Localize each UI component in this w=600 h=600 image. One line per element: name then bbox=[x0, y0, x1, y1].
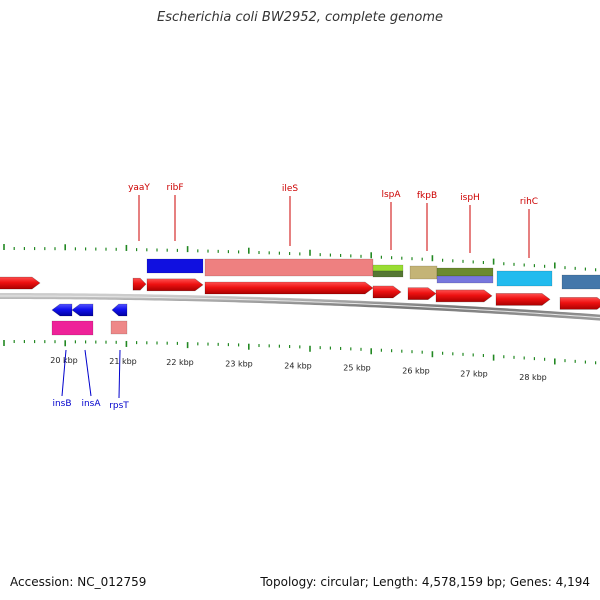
genome-summary-label: Topology: circular; Length: 4,578,159 bp… bbox=[260, 575, 590, 589]
kbp-tick-label: 26 kbp bbox=[402, 366, 430, 375]
gene-label: ribF bbox=[166, 183, 183, 193]
gene-label-leader bbox=[84, 349, 92, 397]
gene-label-layer: yaaY ribF ileS lspA fkpB ispH rihC insB insA rpsT bbox=[52, 183, 538, 411]
kbp-tick-label: 23 kbp bbox=[225, 359, 253, 368]
kbp-tick-label: 22 kbp bbox=[166, 358, 194, 367]
gene-label: insB bbox=[52, 399, 71, 409]
cog-block bbox=[110, 320, 128, 335]
cog-block bbox=[146, 258, 204, 274]
gene-label: lspA bbox=[381, 190, 401, 200]
reverse-gene-arrow bbox=[111, 303, 128, 317]
backbone-highlight bbox=[0, 295, 600, 319]
gene-label: rpsT bbox=[109, 401, 129, 411]
kbp-tick-label: 27 kbp bbox=[460, 369, 488, 378]
forward-gene-arrow bbox=[204, 281, 374, 295]
gene-label: ileS bbox=[282, 184, 299, 194]
forward-gene-arrow bbox=[146, 278, 204, 292]
gene-label: fkpB bbox=[417, 191, 437, 201]
genome-backbone bbox=[0, 293, 600, 321]
forward-gene-arrow bbox=[0, 276, 41, 290]
reverse-gene-arrow bbox=[51, 303, 73, 317]
cog-block bbox=[372, 270, 404, 278]
tick-ruler: 20 kbp 21 kbp 22 kbp 23 kbp 24 kbp 25 kbp 26 k… bbox=[3, 244, 597, 382]
cog-track bbox=[51, 258, 600, 336]
gene-label-leader bbox=[61, 349, 67, 397]
kbp-tick-label: 24 kbp bbox=[284, 361, 312, 370]
cog-block bbox=[372, 264, 404, 272]
gene-label-leader bbox=[118, 349, 121, 399]
cog-block bbox=[409, 265, 438, 280]
forward-gene-arrow bbox=[435, 289, 493, 303]
forward-gene-arrow bbox=[132, 277, 147, 291]
gene-label: rihC bbox=[520, 197, 538, 207]
forward-gene-arrow bbox=[372, 285, 402, 299]
gene-label: yaaY bbox=[128, 183, 150, 193]
kbp-tick-label: 21 kbp bbox=[109, 357, 137, 366]
kbp-tick-label: 25 kbp bbox=[343, 364, 371, 373]
cog-block bbox=[204, 258, 374, 277]
gene-track bbox=[0, 276, 600, 317]
gene-label: ispH bbox=[460, 193, 480, 203]
cog-block bbox=[51, 320, 94, 336]
forward-gene-arrow bbox=[559, 297, 600, 310]
cog-block bbox=[561, 274, 600, 290]
reverse-gene-arrow bbox=[71, 303, 94, 317]
forward-gene-arrow bbox=[495, 293, 551, 306]
kbp-tick-label: 20 kbp bbox=[50, 356, 78, 365]
map-title: Escherichia coli BW2952, complete genome bbox=[157, 10, 443, 25]
cog-block bbox=[436, 267, 494, 277]
forward-gene-arrow bbox=[407, 287, 437, 300]
accession-label: Accession: NC_012759 bbox=[10, 575, 147, 589]
gene-label: insA bbox=[81, 399, 101, 409]
cog-block bbox=[496, 270, 553, 287]
kbp-tick-label: 28 kbp bbox=[519, 373, 547, 382]
cog-block bbox=[436, 275, 494, 284]
